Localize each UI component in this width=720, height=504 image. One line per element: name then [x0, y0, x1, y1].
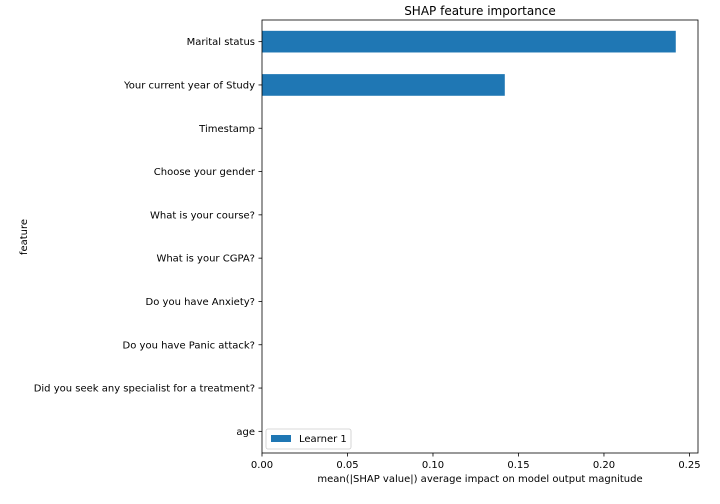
y-tick-label: Choose your gender: [154, 167, 256, 178]
bar-your-current-year-of-study: [262, 74, 505, 96]
y-tick-label: Timestamp: [198, 124, 255, 135]
y-tick-label: Do you have Panic attack?: [123, 340, 255, 351]
legend-box: [265, 428, 352, 450]
plot-frame: [261, 19, 699, 454]
legend-swatch-learner-1: [271, 435, 291, 442]
y-axis-ticks: Marital status Your current year of Study…: [34, 37, 262, 438]
y-tick-label: Your current year of Study: [123, 80, 255, 91]
chart-title: SHAP feature importance: [404, 4, 556, 18]
bar-marital-status: [262, 30, 676, 53]
x-axis-ticks: 0.00 0.05 0.10 0.15 0.20 0.25: [251, 453, 701, 471]
legend-label-learner-1: Learner 1: [299, 434, 347, 445]
x-axis-label: mean(|SHAP value|) average impact on mod…: [317, 474, 642, 485]
y-axis-label: feature: [19, 219, 30, 255]
x-tick-label: 0.25: [678, 460, 700, 471]
bar-series: [262, 30, 676, 96]
y-tick-label: age: [236, 427, 255, 438]
y-tick-label: Do you have Anxiety?: [146, 297, 255, 308]
x-tick-label: 0.20: [593, 460, 615, 471]
x-tick-label: 0.00: [251, 460, 273, 471]
x-tick-label: 0.05: [336, 460, 358, 471]
x-tick-label: 0.10: [422, 460, 444, 471]
x-tick-label: 0.15: [507, 460, 529, 471]
legend: Learner 1: [265, 428, 352, 450]
y-tick-label: What is your course?: [150, 210, 255, 221]
y-tick-label: What is your CGPA?: [156, 254, 255, 265]
y-tick-label: Marital status: [187, 37, 255, 48]
y-tick-label: Did you seek any specialist for a treatm…: [34, 384, 255, 395]
